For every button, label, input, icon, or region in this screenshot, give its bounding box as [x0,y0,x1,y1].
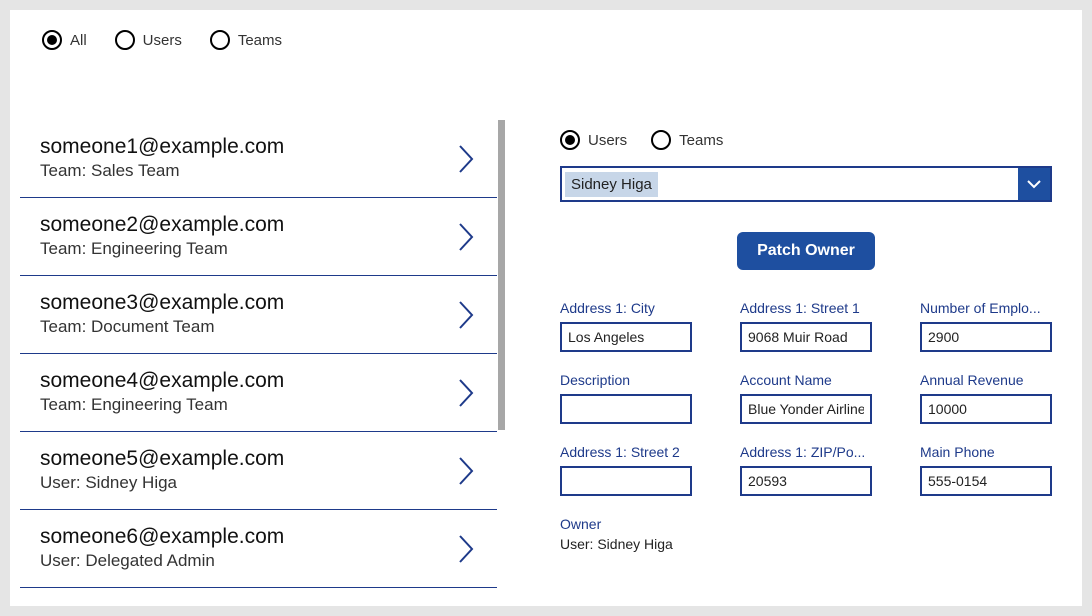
list-item-email: someone3@example.com [40,291,497,315]
chevron-right-icon [457,222,475,252]
list-item-sub: User: Delegated Admin [40,551,497,571]
list-item-sub: Team: Document Team [40,317,497,337]
zip-input[interactable] [740,466,872,496]
description-input[interactable] [560,394,692,424]
filter-radio-all[interactable]: All [42,30,87,50]
field-employees: Number of Emplo... [920,300,1052,352]
field-label: Description [560,372,692,388]
field-grid: Address 1: City Address 1: Street 1 Numb… [560,300,1052,496]
app-window: All Users Teams someone1@example.com Tea… [10,10,1082,606]
field-revenue: Annual Revenue [920,372,1052,424]
radio-icon [42,30,62,50]
chevron-right-icon [457,144,475,174]
field-account: * Account Name [740,372,872,424]
radio-label: Teams [679,132,723,149]
list-item-email: someone5@example.com [40,447,497,471]
field-label: Address 1: Street 1 [740,300,872,316]
list-item-email: someone2@example.com [40,213,497,237]
field-label: Address 1: Street 2 [560,444,692,460]
filter-radio-users[interactable]: Users [115,30,182,50]
owner-list-pane: someone1@example.com Team: Sales Team so… [20,120,505,606]
owner-type-radio-users[interactable]: Users [560,130,627,150]
list-item[interactable]: someone6@example.com User: Delegated Adm… [20,510,497,588]
field-zip: Address 1: ZIP/Po... [740,444,872,496]
list-item-sub: Team: Engineering Team [40,239,497,259]
list-item[interactable]: someone1@example.com Team: Sales Team [20,120,497,198]
field-label: * Account Name [740,372,872,388]
revenue-input[interactable] [920,394,1052,424]
list-item[interactable]: someone3@example.com Team: Document Team [20,276,497,354]
field-label: Annual Revenue [920,372,1052,388]
patch-owner-button[interactable]: Patch Owner [737,232,875,270]
owner-block: Owner User: Sidney Higa [560,516,1052,552]
field-label: Address 1: City [560,300,692,316]
field-street2: Address 1: Street 2 [560,444,692,496]
radio-label: All [70,32,87,49]
field-label: Address 1: ZIP/Po... [740,444,872,460]
chevron-right-icon [457,378,475,408]
account-input[interactable] [740,394,872,424]
radio-icon [560,130,580,150]
scrollbar-thumb[interactable] [498,120,505,430]
chevron-down-icon [1018,168,1050,200]
content-split: someone1@example.com Team: Sales Team so… [20,120,1072,606]
radio-label: Users [143,32,182,49]
owner-type-group: Users Teams [560,130,1052,150]
list-item[interactable]: someone4@example.com Team: Engineering T… [20,354,497,432]
detail-pane: Users Teams Sidney Higa Patch Owner Addr… [505,120,1072,606]
radio-label: Users [588,132,627,149]
list-item-sub: Team: Engineering Team [40,395,497,415]
field-label-text: Account Name [740,372,832,388]
filter-radio-teams[interactable]: Teams [210,30,282,50]
owner-label: Owner [560,516,1052,532]
employees-input[interactable] [920,322,1052,352]
field-label: Number of Emplo... [920,300,1052,316]
radio-icon [651,130,671,150]
city-input[interactable] [560,322,692,352]
owner-type-radio-teams[interactable]: Teams [651,130,723,150]
radio-icon [210,30,230,50]
radio-label: Teams [238,32,282,49]
phone-input[interactable] [920,466,1052,496]
list-item-email: someone6@example.com [40,525,497,549]
street2-input[interactable] [560,466,692,496]
list-item-email: someone4@example.com [40,369,497,393]
chevron-right-icon [457,534,475,564]
field-description: Description [560,372,692,424]
field-label: Main Phone [920,444,1052,460]
list-item-sub: User: Sidney Higa [40,473,497,493]
chevron-right-icon [457,300,475,330]
list-item[interactable]: someone2@example.com Team: Engineering T… [20,198,497,276]
owner-value: User: Sidney Higa [560,536,1052,552]
field-phone: Main Phone [920,444,1052,496]
list-item-sub: Team: Sales Team [40,161,497,181]
owner-list: someone1@example.com Team: Sales Team so… [20,120,505,606]
street1-input[interactable] [740,322,872,352]
field-city: Address 1: City [560,300,692,352]
owner-select[interactable]: Sidney Higa [560,166,1052,202]
radio-icon [115,30,135,50]
field-street1: Address 1: Street 1 [740,300,872,352]
list-item[interactable]: someone5@example.com User: Sidney Higa [20,432,497,510]
list-item-email: someone1@example.com [40,135,497,159]
chevron-right-icon [457,456,475,486]
top-filter-group: All Users Teams [10,10,1082,50]
owner-select-value: Sidney Higa [565,172,658,197]
